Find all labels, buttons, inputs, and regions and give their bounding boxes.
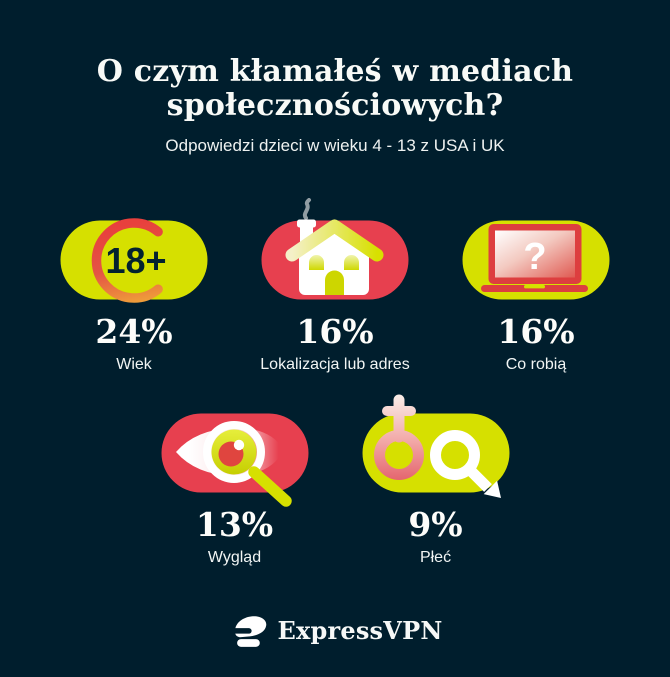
female-symbol [373,394,424,480]
stats-row-1: 18+ 24% Wiek [0,198,670,374]
gender-symbols-icon [362,394,509,498]
stat-value: 16% [497,312,575,351]
stat-label: Lokalizacja lub adres [260,356,410,373]
stat-label: Wiek [116,356,152,373]
header: O czym kłamałeś w mediach społecznościow… [0,0,670,156]
eye-magnifier-icon [161,413,308,507]
house-icon [261,198,409,300]
stats-row-2: 13% Wygląd [0,391,670,567]
page-subtitle: Odpowiedzi dzieci w wieku 4 - 13 z USA i… [165,136,505,155]
18-plus-badge-text: 18+ [105,240,166,281]
expressvpn-logo-icon [229,616,266,647]
stat-label: Wygląd [207,549,262,566]
stat-value: 9% [408,505,463,544]
question-mark-text: ? [523,236,546,278]
stat-location: 16% Lokalizacja lub adres [235,198,436,374]
stat-gender: 9% Płeć [335,391,536,567]
stat-age: 18+ 24% Wiek [34,198,235,374]
chimney-smoke [302,198,311,220]
stat-appearance: 13% Wygląd [134,391,335,567]
male-symbol [429,430,501,498]
brand-footer: ExpressVPN [0,610,670,650]
stat-value: 13% [195,505,274,544]
stat-label: Co robią [505,356,567,373]
stat-label: Płeć [419,549,452,566]
page-title: O czym kłamałeś w mediach społecznościow… [96,54,574,123]
stat-value: 24% [95,312,173,351]
stat-value: 16% [296,312,374,351]
brand-name: ExpressVPN [277,615,443,645]
stat-activity: ? 16% Co robią [436,198,637,374]
18-plus-ring-icon: 18+ [60,218,208,303]
laptop-question-icon: ? [462,220,610,300]
